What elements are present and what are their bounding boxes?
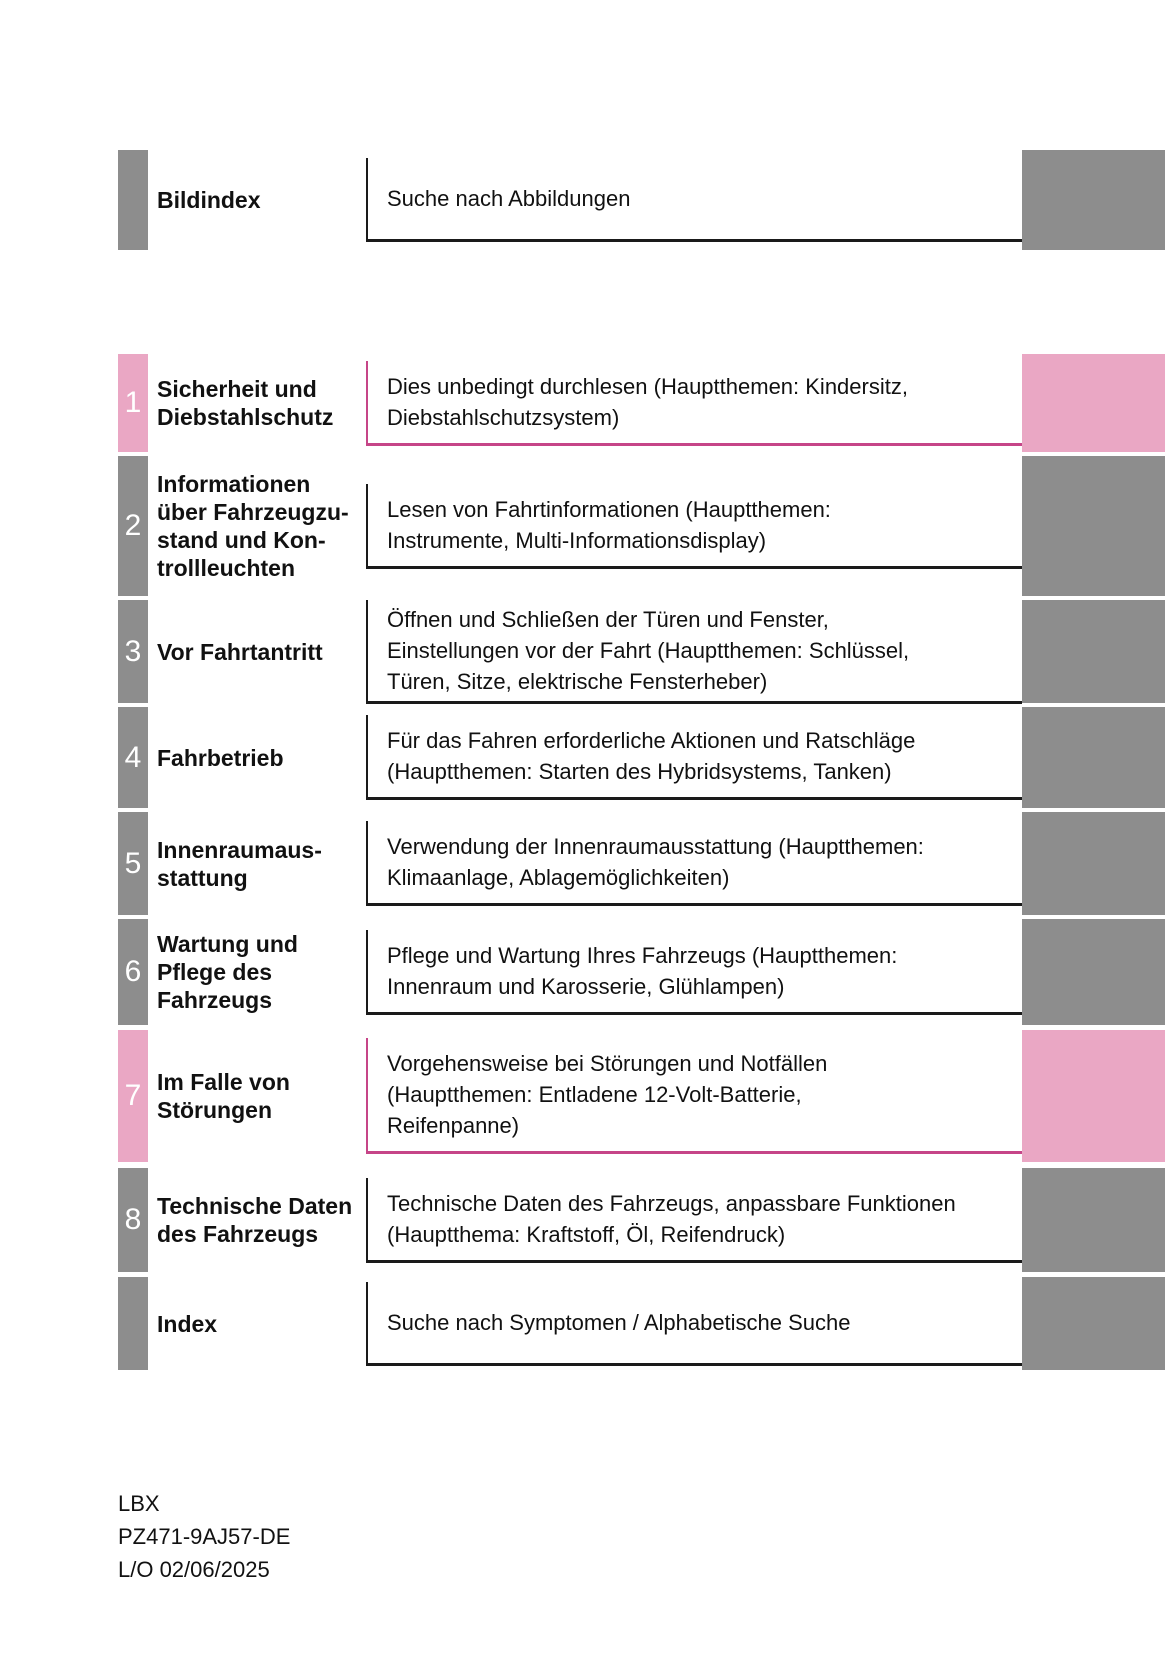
section-title: Technische Daten des Fahrzeugs <box>157 1193 353 1247</box>
section-description-box: Technische Daten des Fahrzeugs, anpassba… <box>366 1177 1022 1263</box>
section-number-block: 4 <box>118 707 148 808</box>
section-description: Öffnen und Schließen der Türen und Fenst… <box>387 606 910 694</box>
section-description-box: Öffnen und Schließen der Türen und Fenst… <box>366 599 1022 704</box>
section-title: Sicherheit und Diebstahlschutz <box>157 376 334 430</box>
section-description-cell: Dies unbedingt durchlesen (Hauptthemen: … <box>366 354 1022 452</box>
section-description-box: Für das Fahren erforderliche Aktionen un… <box>366 715 1022 800</box>
accent-tab <box>1022 354 1165 452</box>
accent-tab <box>1022 1277 1165 1370</box>
section-description: Suche nach Symptomen / Alphabetische Suc… <box>387 1309 851 1335</box>
section-number: 1 <box>124 386 142 419</box>
section-title: Bildindex <box>157 187 261 213</box>
section-description: Für das Fahren erforderliche Aktionen un… <box>387 728 916 784</box>
section-number-block: 3 <box>118 600 148 703</box>
section-description-cell: Öffnen und Schließen der Türen und Fenst… <box>366 599 1022 704</box>
section-number: 3 <box>124 634 142 668</box>
toc-list: Bildindex Suche nach Abbildungen 1 Siche… <box>118 150 1165 1370</box>
section-description-cell: Suche nach Abbildungen <box>366 150 1022 250</box>
section-title: Vor Fahrtantritt <box>157 638 323 665</box>
section-number-block <box>118 150 148 250</box>
section-description-cell: Suche nach Symptomen / Alphabetische Suc… <box>366 1277 1022 1370</box>
section-description: Dies unbedingt durchlesen (Hauptthemen: … <box>387 373 908 430</box>
section-description-cell: Für das Fahren erforderliche Aktionen un… <box>366 707 1022 808</box>
section-number: 6 <box>124 955 142 988</box>
section-description: Vorgehensweise bei Störungen und Notfäll… <box>387 1051 828 1138</box>
toc-row-8: 8 Technische Daten des Fahrzeugs Technis… <box>118 1168 1165 1272</box>
toc-row-index: Index Suche nach Symptomen / Alphabetisc… <box>118 1277 1165 1370</box>
section-description: Lesen von Fahrtinformationen (Haupttheme… <box>387 496 831 553</box>
toc-row-6: 6 Wartung und Pflege des Fahrzeugs Pfleg… <box>118 919 1165 1025</box>
section-title: Innenraumaus- stattung <box>157 836 322 891</box>
section-number-block: 2 <box>118 456 148 596</box>
section-description-box: Vorgehensweise bei Störungen und Notfäll… <box>366 1038 1022 1154</box>
toc-row-7: 7 Im Falle von Störungen Vorgehensweise … <box>118 1030 1165 1162</box>
section-description: Suche nach Abbildungen <box>387 186 631 211</box>
section-number-block <box>118 1277 148 1370</box>
section-description-cell: Vorgehensweise bei Störungen und Notfäll… <box>366 1030 1022 1162</box>
toc-row-1: 1 Sicherheit und Diebstahlschutz Dies un… <box>118 354 1165 452</box>
accent-tab <box>1022 707 1165 808</box>
section-description-box: Verwendung der Innenraumausstattung (Hau… <box>366 821 1022 906</box>
toc-row-bildindex: Bildindex Suche nach Abbildungen <box>118 150 1165 250</box>
accent-tab <box>1022 150 1165 250</box>
section-title: Index <box>157 1310 218 1337</box>
section-number: 7 <box>124 1079 142 1112</box>
section-number: 5 <box>124 846 142 880</box>
accent-tab <box>1022 919 1165 1025</box>
section-number: 8 <box>124 1203 142 1236</box>
accent-tab <box>1022 812 1165 915</box>
section-number-block: 5 <box>118 812 148 915</box>
section-description-cell: Lesen von Fahrtinformationen (Haupttheme… <box>366 456 1022 596</box>
section-title: Im Falle von Störungen <box>157 1069 290 1123</box>
toc-row-4: 4 Fahrbetrieb Für das Fahren erforderlic… <box>118 707 1165 808</box>
section-description-cell: Pflege und Wartung Ihres Fahrzeugs (Haup… <box>366 919 1022 1025</box>
layout-date: L/O 02/06/2025 <box>118 1557 270 1582</box>
section-description-box: Pflege und Wartung Ihres Fahrzeugs (Haup… <box>366 929 1022 1015</box>
accent-tab <box>1022 1168 1165 1272</box>
section-title: Fahrbetrieb <box>157 744 284 771</box>
section-number-block: 8 <box>118 1168 148 1272</box>
section-description: Technische Daten des Fahrzeugs, anpassba… <box>387 1190 956 1247</box>
section-description-box: Dies unbedingt durchlesen (Hauptthemen: … <box>366 360 1022 446</box>
section-description: Verwendung der Innenraumausstattung (Hau… <box>387 834 924 890</box>
accent-tab <box>1022 1030 1165 1162</box>
section-title: Informationen über Fahrzeugzu- stand und… <box>157 471 349 581</box>
section-description-cell: Technische Daten des Fahrzeugs, anpassba… <box>366 1168 1022 1272</box>
section-number: 4 <box>124 740 142 774</box>
section-number-block: 1 <box>118 354 148 452</box>
section-description-box: Suche nach Symptomen / Alphabetische Suc… <box>366 1281 1022 1366</box>
accent-tab <box>1022 456 1165 596</box>
model-code: LBX <box>118 1491 160 1516</box>
section-description-box: Lesen von Fahrtinformationen (Haupttheme… <box>366 483 1022 569</box>
section-number-block: 7 <box>118 1030 148 1162</box>
toc-row-5: 5 Innenraumaus- stattung Verwendung der … <box>118 812 1165 915</box>
part-number: PZ471-9AJ57-DE <box>118 1524 291 1549</box>
section-number-block: 6 <box>118 919 148 1025</box>
publication-info: LBX PZ471-9AJ57-DE L/O 02/06/2025 <box>118 1487 290 1586</box>
section-description-box: Suche nach Abbildungen <box>366 158 1022 242</box>
section-title: Wartung und Pflege des Fahrzeugs <box>157 931 298 1013</box>
section-description-cell: Verwendung der Innenraumausstattung (Hau… <box>366 812 1022 915</box>
section-description: Pflege und Wartung Ihres Fahrzeugs (Haup… <box>387 942 898 999</box>
toc-row-3: 3 Vor Fahrtantritt Öffnen und Schließen … <box>118 599 1165 704</box>
toc-row-2: 2 Informationen über Fahrzeugzu- stand u… <box>118 456 1165 596</box>
section-number: 2 <box>124 509 142 542</box>
accent-tab <box>1022 600 1165 703</box>
